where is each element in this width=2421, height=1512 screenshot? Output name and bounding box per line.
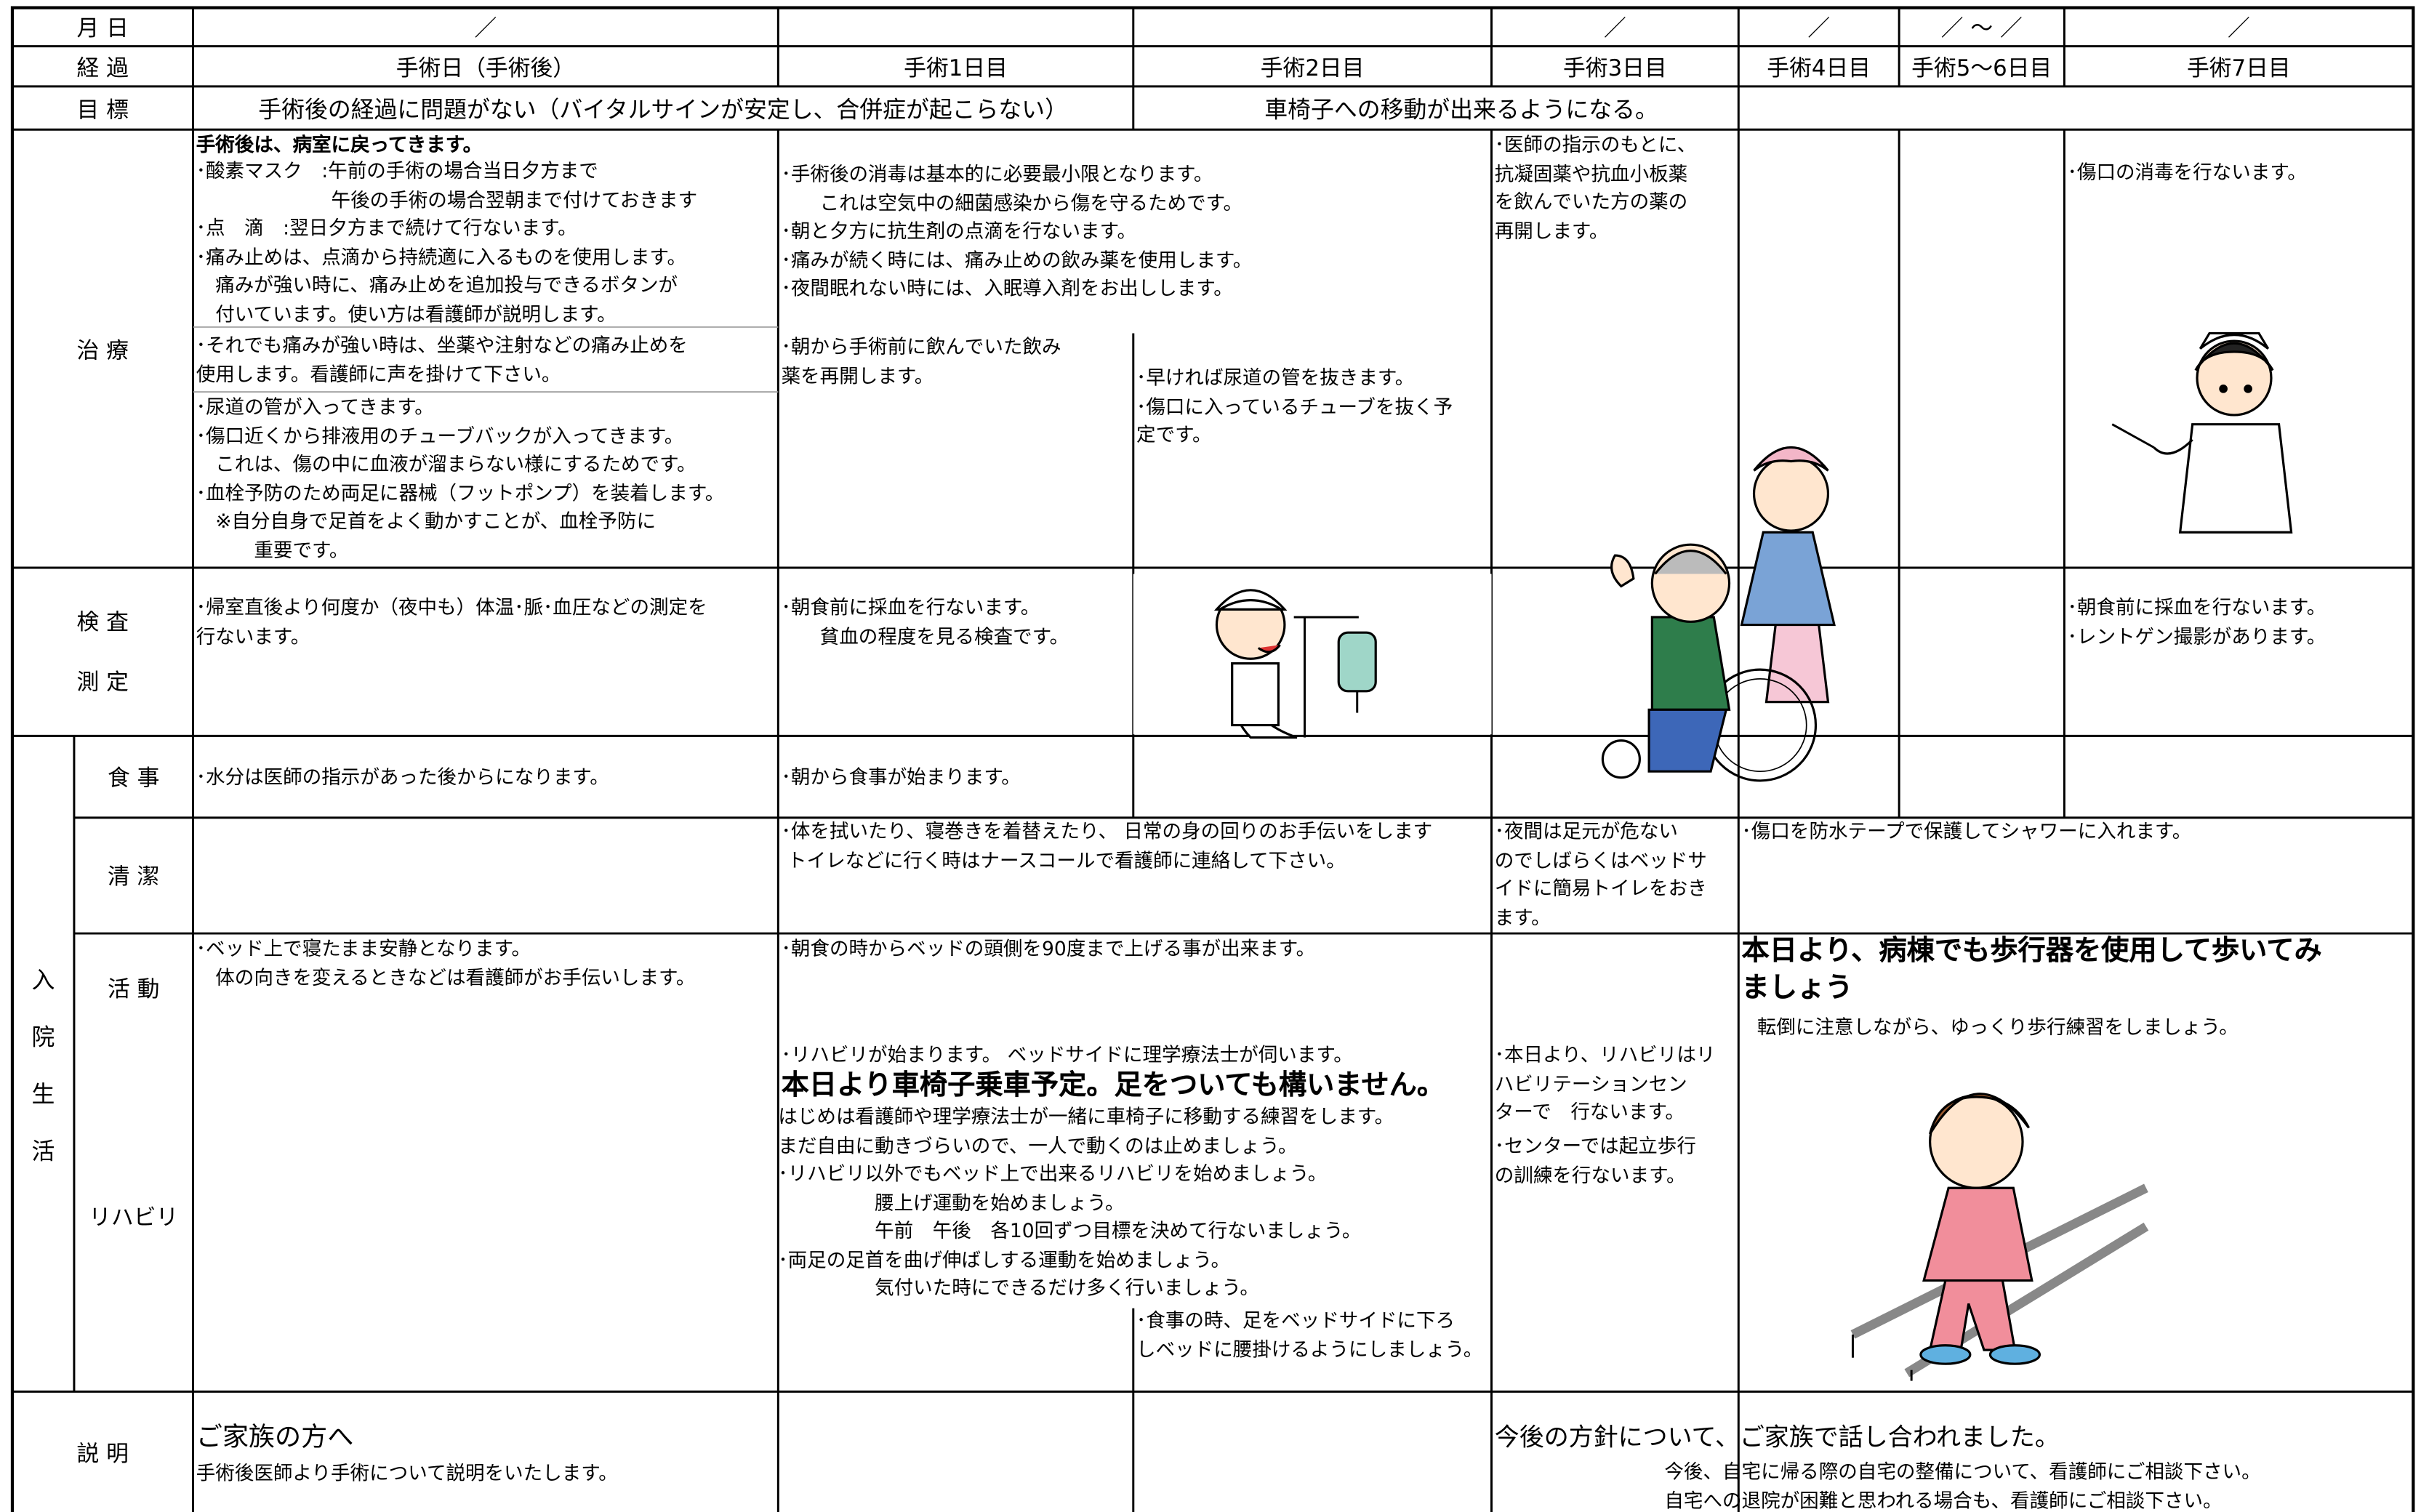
explanation-label: 説 明: [76, 1441, 129, 1467]
day-cell: 手術2日目: [1260, 56, 1365, 81]
goal-text: 車椅子への移動が出来るようになる。: [1264, 94, 1658, 123]
cell-text: 転倒に注意しながら、ゆっくり歩行練習をしましょう。: [1756, 1015, 2239, 1039]
activity-label: 活 動: [107, 977, 160, 1002]
stay-label: 入院生活: [28, 966, 57, 1195]
day-cell: 手術日（手術後）: [396, 56, 576, 81]
cell-text: ･本日より、リハビリはリ ハビリテーションセン ターで 行ないます。: [1494, 1042, 1716, 1124]
date-cell: ／: [474, 17, 497, 42]
cell-text: ･朝食の時からベッドの頭側を90度まで上げる事が出来ます。: [781, 936, 1316, 960]
goal-text: 手術後の経過に問題がない（バイタルサインが安定し、合併症が起こらない）: [258, 94, 1068, 123]
day-cell: 手術1日目: [904, 56, 1008, 81]
cell-text: ･早ければ尿道の管を抜きます。 ･傷口に入っているチューブを抜く予 定です。: [1136, 366, 1453, 446]
treatment-label: 治 療: [76, 338, 129, 363]
cell-text: ･尿道の管が入ってきます。 ･傷口近くから排液用のチューブバックが入ってきます。…: [196, 395, 725, 561]
exam-label: 検 査: [76, 610, 129, 635]
date-cell: ／ ～ ／: [1940, 17, 2023, 42]
cell-text: ･傷口の消毒を行ないます。: [2067, 160, 2307, 184]
cell-text: 今後、自宅に帰る際の自宅の整備について、看護師にご相談下さい。 自宅への退院が困…: [1664, 1459, 2261, 1511]
cell-text: ･食事の時、足をベッドサイドに下ろ しベッドに腰掛けるようにしましょう。: [1136, 1308, 1483, 1360]
cell-text: 手術後医師より手術について説明をいたします。: [196, 1460, 618, 1484]
cell-emphasis: 本日より、病棟でも歩行器を使用して歩いてみ ましょう: [1741, 935, 2322, 1005]
cell-heading: ご家族の方へ: [196, 1422, 354, 1454]
cell-text: ･夜間は足元が危ない のでしばらくはベッドサ イドに簡易トイレをおき ます。: [1494, 819, 1707, 928]
cell-emphasis: 本日より車椅子乗車予定。足をついても構いません。: [781, 1069, 1445, 1102]
cell-text: ･朝から食事が始まります。: [781, 765, 1021, 789]
cell-text: ･体を拭いたり、寝巻きを着替えたり、 日常の身の回りのお手伝いをします トイレな…: [781, 819, 1433, 872]
rehab-label: リハビリ: [89, 1205, 179, 1231]
cell-text: ･朝食前に採血を行ないます。 ･レントゲン撮影があります。: [2067, 595, 2326, 648]
day-cell: 手術3日目: [1562, 56, 1667, 81]
nurse-syringe-illustration: [2111, 331, 2293, 534]
day-cell: 手術4日目: [1767, 56, 1871, 81]
cell-text: ･ベッド上で寝たまま安静となります。 体の向きを変えるときなどは看護師がお手伝い…: [196, 936, 696, 989]
exam-label: 測 定: [76, 670, 129, 696]
cell-text: ･センターでは起立歩行 の訓練を行ないます。: [1494, 1133, 1696, 1186]
nurse-iv-illustration: [1133, 574, 1492, 739]
date-cell: ／: [1807, 17, 1831, 42]
course-label: 経 過: [76, 56, 129, 81]
cell-text: ･それでも痛みが強い時は、坐薬や注射などの痛み止めを 使用します。看護師に声を掛…: [196, 333, 688, 385]
walker-illustration: [1850, 1093, 2149, 1381]
cell-text: ･朝食前に採血を行ないます。 貧血の程度を見る検査です。: [781, 595, 1069, 648]
cell-text: ･傷口を防水テープで保護してシャワーに入れます。: [1741, 819, 2192, 843]
wheelchair-illustration: [1601, 446, 1836, 782]
cell-text: ･朝から手術前に飲んでいた飲み 薬を再開します。: [781, 334, 1061, 387]
cell-text: はじめは看護師や理学療法士が一緒に車椅子に移動する練習をします。 まだ自由に動き…: [778, 1104, 1394, 1300]
day-cell: 手術7日目: [2186, 56, 2291, 81]
date-cell: ／: [2227, 17, 2250, 42]
cell-text: ･水分は医師の指示があった後からになります。: [196, 765, 609, 789]
cell-text: ･帰室直後より何度か（夜中も）体温･脈･血圧などの測定を 行ないます。: [196, 595, 707, 648]
cell-heading: 手術後は、病室に戻ってきます。: [196, 132, 483, 156]
goal-label: 目 標: [76, 97, 129, 123]
cell-text: ･酸素マスク :午前の手術の場合当日夕方まで 午後の手術の場合翌朝まで付けておき…: [196, 158, 698, 325]
cell-text: ･医師の指示のもとに、 抗凝固薬や抗血小板薬 を飲んでいた方の薬の 再開します。: [1494, 132, 1697, 242]
date-label: 月 日: [76, 17, 129, 42]
cell-heading: 今後の方針について、ご家族で話し合われました。: [1494, 1422, 2060, 1452]
cell-text: ･手術後の消毒は基本的に必要最小限となります。 これは空気中の細菌感染から傷を守…: [781, 161, 1253, 299]
day-cell: 手術5～6日目: [1911, 56, 2052, 81]
cell-text: ･リハビリが始まります。 ベッドサイドに理学療法士が伺います。: [781, 1042, 1353, 1066]
hygiene-label: 清 潔: [107, 865, 160, 890]
date-cell: ／: [1603, 17, 1626, 42]
meal-label: 食 事: [107, 766, 160, 792]
outer-border: [10, 6, 2415, 1512]
